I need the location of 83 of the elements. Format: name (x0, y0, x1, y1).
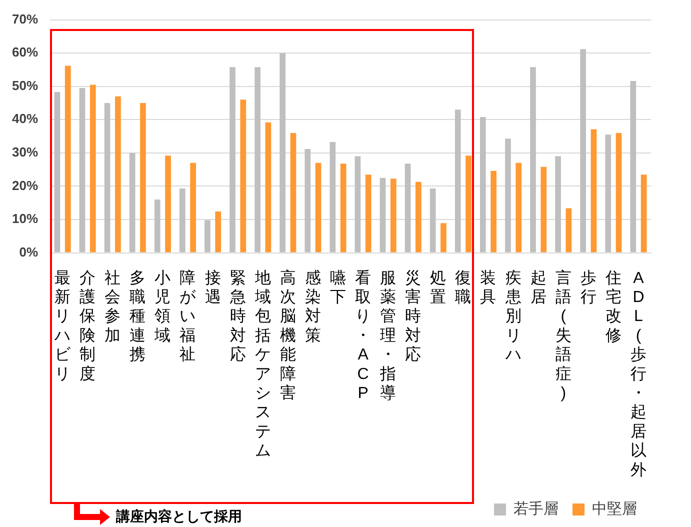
bar (454, 110, 461, 252)
bar (330, 142, 336, 252)
bar (590, 129, 597, 252)
legend-label: 中堅層 (592, 500, 637, 518)
bar (530, 67, 536, 252)
x-tick-label: 緊急時対応 (228, 270, 246, 364)
bar (115, 96, 121, 252)
x-tick-label: 嚥下 (330, 268, 346, 306)
bar (505, 138, 511, 252)
x-tick-label: 看取り・ACP (355, 268, 372, 402)
x-tick-label: 疾患別リハ (504, 268, 522, 364)
bar (79, 88, 86, 252)
y-tick-label: 30% (12, 144, 38, 160)
bar (204, 220, 210, 252)
bar (516, 162, 522, 252)
y-tick-label: 60% (12, 44, 38, 60)
y-tick-label: 10% (12, 211, 38, 226)
bar (280, 53, 286, 252)
bar (354, 156, 361, 252)
x-tick-label: 障がい福祉 (180, 268, 197, 364)
category-label: 地域包括ケアシステム (254, 270, 271, 460)
bar (54, 92, 60, 252)
x-tick-label: 高次脳機能障害 (280, 268, 296, 402)
bar (630, 81, 636, 252)
bar (290, 132, 296, 252)
bar (104, 103, 110, 252)
bar (466, 156, 472, 252)
y-tick-label: 20% (12, 178, 38, 193)
x-tick-label: 歩行 (580, 268, 596, 306)
y-tick-label: 0% (19, 244, 38, 260)
bar (480, 116, 486, 252)
bar (230, 67, 236, 252)
bar (315, 162, 322, 252)
bar (605, 134, 612, 252)
x-tick-label: 感染対策 (304, 268, 321, 344)
y-tick-label: 40% (12, 111, 38, 126)
x-tick-label: 服薬管理・指導 (379, 270, 396, 402)
bar (540, 166, 547, 252)
x-tick-label: 社会参加 (104, 268, 121, 344)
text: 講座内容として採用 (116, 508, 242, 526)
bar (430, 188, 436, 252)
bar (616, 132, 622, 252)
x-tick-label: 住宅改修 (604, 270, 622, 344)
bar (64, 66, 71, 252)
bar (365, 174, 372, 252)
category-label: ADL(歩行・起居以外 (630, 270, 646, 479)
bar (154, 200, 160, 252)
bar (566, 208, 572, 252)
bar (555, 156, 561, 252)
bar (416, 182, 422, 252)
bar (304, 148, 311, 252)
x-tick-label: 言語(失語症) (555, 268, 572, 402)
bar (179, 188, 186, 252)
bar (440, 223, 446, 252)
x-tick-label: 最新リハビリ (54, 270, 72, 383)
y-tick-label: 70% (12, 11, 38, 26)
legend-label: 若手層 (514, 500, 558, 518)
bar (404, 164, 411, 252)
bar (190, 162, 196, 252)
x-tick-label: 復職 (455, 270, 472, 306)
bar (129, 152, 136, 252)
x-tick-label: 災害時対応 (405, 268, 422, 364)
bar (240, 100, 246, 252)
bar (640, 174, 647, 252)
bar (165, 156, 171, 252)
bar (215, 212, 222, 252)
x-tick-label: 多職種連携 (130, 268, 146, 364)
y-tick-label: 50% (12, 78, 38, 93)
x-tick-label: 接遇 (204, 268, 221, 306)
bar (390, 178, 396, 252)
x-tick-label: 小児領域 (154, 268, 171, 344)
x-tick-label: 装具 (480, 268, 496, 306)
bar (90, 84, 96, 252)
x-tick-label: 起居 (530, 270, 546, 306)
x-tick-label: 介護保険制度 (80, 270, 96, 383)
x-tick-label: 処置 (430, 270, 446, 306)
bar (340, 164, 346, 252)
bar (254, 67, 260, 252)
bar (580, 49, 586, 252)
bar (490, 170, 496, 252)
bar (265, 122, 272, 252)
bar (380, 178, 386, 252)
bar (140, 103, 146, 252)
